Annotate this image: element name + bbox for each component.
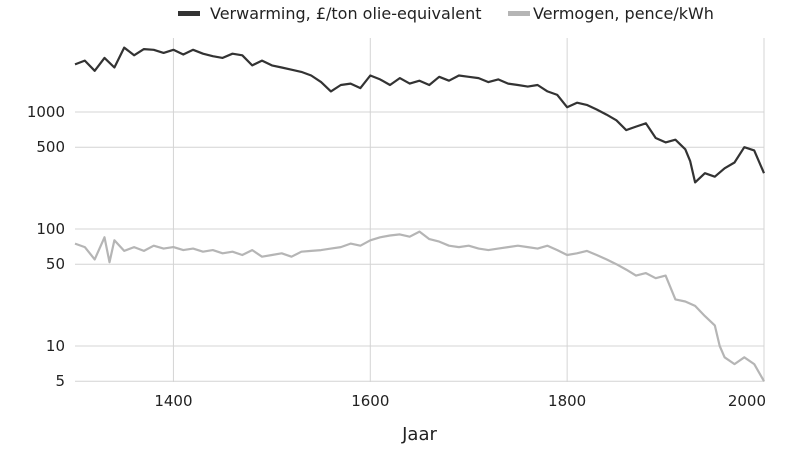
y-tick-label: 5	[55, 372, 65, 390]
axes: 5 10 50 100 500 1000 1400 1600 1800 2000 Jaar	[27, 103, 766, 445]
legend-label-0: Verwarming, £/ton olie-equivalent	[210, 4, 482, 23]
y-tick-label: 500	[36, 138, 65, 156]
x-tick-label: 2000	[728, 392, 766, 410]
legend-label-1: Vermogen, pence/kWh	[533, 4, 714, 23]
x-tick-label: 1400	[154, 392, 192, 410]
y-tick-label: 1000	[27, 103, 65, 121]
y-tick-label: 10	[46, 337, 65, 355]
legend-swatch-0	[178, 11, 200, 16]
series-line-1	[74, 230, 765, 382]
series-line-0	[74, 46, 766, 184]
series-layer	[74, 46, 766, 382]
x-tick-label: 1800	[548, 392, 586, 410]
legend: Verwarming, £/ton olie-equivalent Vermoge…	[178, 4, 714, 23]
x-axis-title: Jaar	[401, 424, 437, 445]
y-tick-label: 50	[46, 255, 65, 273]
y-tick-label: 100	[36, 220, 65, 238]
gridlines	[75, 38, 765, 382]
legend-swatch-1	[508, 11, 530, 16]
x-tick-label: 1600	[351, 392, 389, 410]
